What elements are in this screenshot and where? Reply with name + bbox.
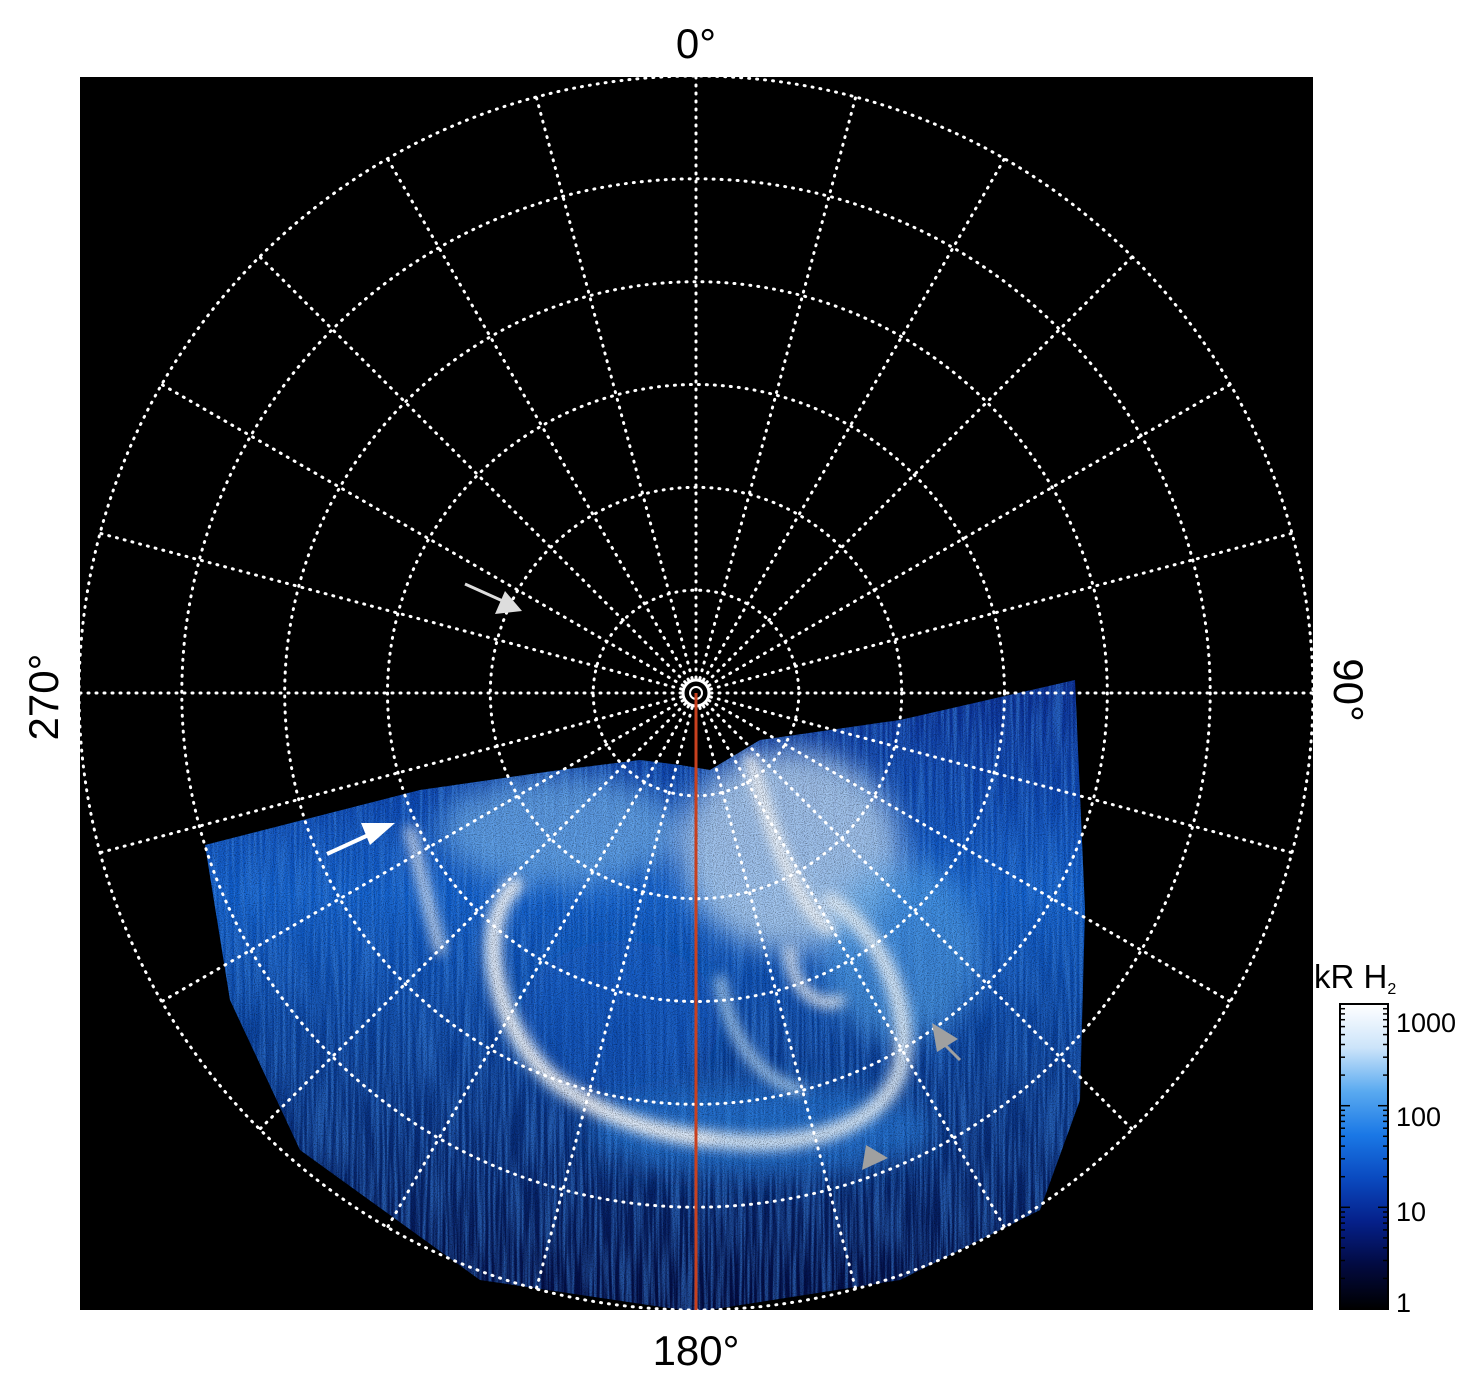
colorbar-tick-label: 1000 xyxy=(1396,1008,1456,1038)
colorbar: kR H2 1000 100 10 1 xyxy=(1314,958,1456,1318)
colorbar-title-subscript: 2 xyxy=(1387,981,1396,998)
colorbar-tick-label: 1 xyxy=(1396,1288,1411,1318)
label-bottom-180deg: 180° xyxy=(653,1327,740,1374)
colorbar-title: kR H2 xyxy=(1314,958,1396,998)
colorbar-tick-label: 100 xyxy=(1396,1102,1441,1132)
label-top-0deg: 0° xyxy=(676,20,716,67)
colorbar-tick-label: 10 xyxy=(1396,1197,1426,1227)
label-left-270deg: 270° xyxy=(20,654,67,741)
label-right-90deg: 90° xyxy=(1325,658,1372,722)
colorbar-gradient xyxy=(1340,1004,1388,1309)
colorbar-title-main: kR H xyxy=(1314,958,1387,995)
